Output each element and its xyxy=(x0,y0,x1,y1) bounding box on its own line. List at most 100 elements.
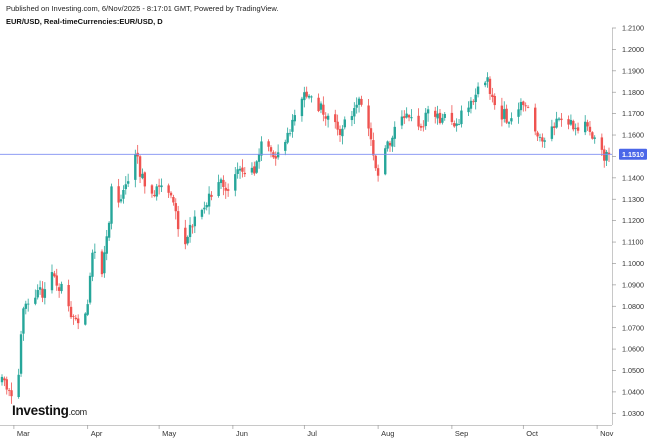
y-tick-label: 1.1600 xyxy=(622,131,644,140)
candle-down xyxy=(317,97,320,112)
x-axis-ticks: Mar Apr May Jun Jul Aug Sep Oct Nov xyxy=(13,425,614,438)
candle-down xyxy=(453,123,456,127)
candle-up xyxy=(557,118,561,120)
candle-down xyxy=(76,318,80,324)
candle-down xyxy=(367,105,370,129)
candle-down xyxy=(403,116,406,119)
candle-down xyxy=(7,390,11,392)
candle-up xyxy=(84,313,87,325)
y-tick-label: 1.1400 xyxy=(622,173,644,182)
candle-up xyxy=(186,236,189,244)
candle-up xyxy=(426,109,430,114)
y-tick-label: 1.1000 xyxy=(622,259,644,268)
candle-down xyxy=(336,121,339,130)
candle-up xyxy=(193,216,197,227)
candle-down xyxy=(338,129,342,136)
candle-down xyxy=(157,185,161,187)
x-tick-label: Aug xyxy=(381,429,394,438)
candle-down xyxy=(241,167,244,172)
candle-up xyxy=(234,174,237,191)
candle-up xyxy=(384,148,387,175)
candle-up xyxy=(391,137,394,147)
candle-down xyxy=(222,179,225,187)
candle-up xyxy=(188,224,192,238)
candle-down xyxy=(591,132,594,139)
candle-up xyxy=(122,189,125,199)
candle-up xyxy=(469,100,473,109)
candle-down xyxy=(493,95,496,106)
candle-down xyxy=(69,306,73,318)
candle-up xyxy=(519,101,523,111)
y-tick-label: 1.0500 xyxy=(622,366,644,375)
candle-down xyxy=(388,142,392,146)
candle-down xyxy=(450,112,454,122)
candle-up xyxy=(105,236,108,254)
candle-down xyxy=(72,316,75,317)
candle-down xyxy=(169,192,173,196)
candle-up xyxy=(605,151,608,161)
candle-up xyxy=(119,199,123,202)
candle-down xyxy=(224,187,227,191)
y-tick-label: 1.0900 xyxy=(622,280,644,289)
candle-up xyxy=(303,92,306,101)
candle-up xyxy=(474,94,477,103)
candle-up xyxy=(355,104,358,108)
candle-down xyxy=(572,120,575,130)
candle-up xyxy=(22,308,25,334)
candle-up xyxy=(574,127,577,129)
candles xyxy=(0,72,611,404)
candle-down xyxy=(505,108,508,123)
candle-down xyxy=(324,116,327,119)
candle-up xyxy=(510,118,513,122)
candle-up xyxy=(203,207,206,210)
published-info: Published on Investing.com, 6/Nov/2025 -… xyxy=(6,4,279,13)
candle-up xyxy=(393,126,396,139)
candle-up xyxy=(0,376,4,383)
candle-down xyxy=(117,186,120,203)
logo-domain: .com xyxy=(68,407,88,417)
candle-down xyxy=(376,168,380,176)
candle-down xyxy=(5,379,8,390)
candle-up xyxy=(310,96,313,98)
candle-up xyxy=(307,95,311,98)
last-price-label-bg xyxy=(619,148,647,160)
candle-down xyxy=(588,126,592,132)
candle-down xyxy=(524,105,527,107)
candle-up xyxy=(326,115,330,120)
candle-down xyxy=(417,115,420,127)
candle-up xyxy=(24,303,28,309)
candle-up xyxy=(88,275,92,303)
candle-up xyxy=(286,132,289,143)
candle-up xyxy=(410,117,413,119)
last-price-label: 1.1510 xyxy=(622,150,644,159)
logo-name: Investing xyxy=(12,403,69,418)
candle-down xyxy=(322,104,325,115)
candle-up xyxy=(219,179,223,184)
candle-down xyxy=(55,275,58,286)
candle-up xyxy=(19,334,23,374)
candle-up xyxy=(126,181,130,184)
candle-down xyxy=(57,287,61,291)
candle-up xyxy=(26,303,30,305)
candle-up xyxy=(134,154,137,180)
investing-logo[interactable]: Investing.com xyxy=(12,403,87,418)
candle-up xyxy=(300,98,304,117)
candle-down xyxy=(176,211,180,230)
candle-down xyxy=(372,140,375,156)
x-tick-label: Jul xyxy=(307,429,317,438)
candle-down xyxy=(226,189,230,191)
x-tick-label: Nov xyxy=(600,429,614,438)
candle-down xyxy=(172,196,175,203)
candle-down xyxy=(274,156,277,159)
candle-down xyxy=(153,194,156,197)
candle-down xyxy=(526,106,530,108)
candle-up xyxy=(257,154,261,162)
y-tick-label: 1.1200 xyxy=(622,216,644,225)
y-tick-label: 1.1100 xyxy=(622,238,643,247)
candle-up xyxy=(93,251,97,253)
candle-down xyxy=(553,126,556,128)
candle-down xyxy=(74,317,77,320)
y-tick-label: 1.1300 xyxy=(622,195,644,204)
candle-up xyxy=(110,186,113,224)
